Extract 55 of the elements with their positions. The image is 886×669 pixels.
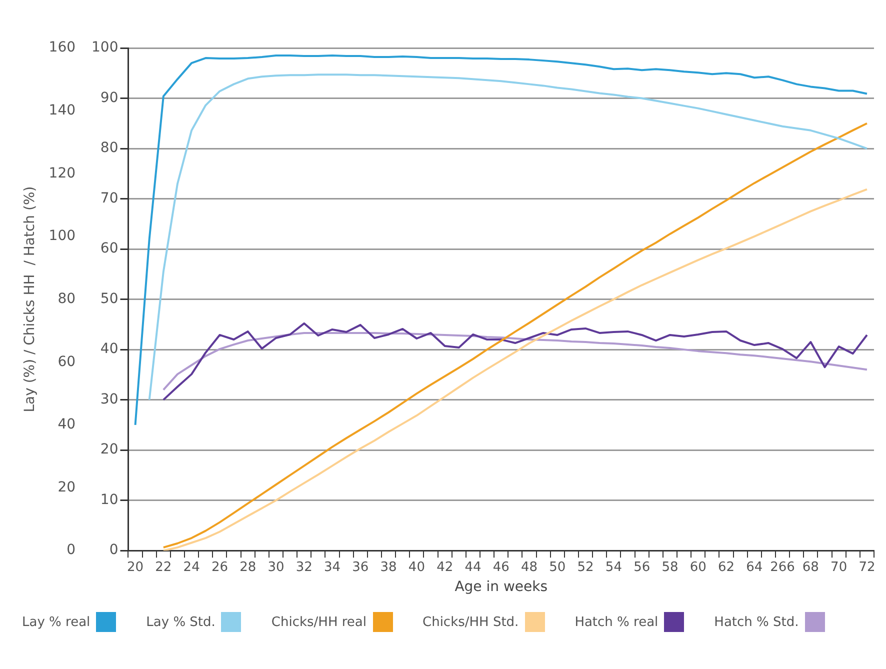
x-tick-label: 58 (662, 560, 678, 575)
x-tick-label: 54 (605, 560, 622, 575)
y2-tick-label: 60 (58, 354, 76, 370)
x-tick-label: 68 (802, 560, 819, 575)
y-tick-label: 50 (100, 290, 118, 307)
x-tick-label: 28 (240, 560, 256, 575)
legend-label: Lay % Std. (146, 614, 216, 630)
x-tick-label: 36 (352, 560, 369, 575)
x-tick-label: 72 (858, 560, 876, 575)
x-tick-label: 56 (634, 560, 650, 575)
x-tick-label: 48 (520, 560, 538, 575)
x-tick-label: 22 (155, 560, 172, 575)
y2-tick-label: 160 (48, 40, 76, 56)
x-tick-label: 42 (436, 560, 454, 575)
y2-tick-label: 80 (58, 290, 76, 307)
y2-tick-label: 120 (48, 165, 76, 182)
y-tick-label: 60 (100, 240, 118, 257)
x-tick-label: 70 (830, 560, 848, 575)
y-tick-label: 90 (100, 90, 118, 106)
legend-label: Chicks/HH real (271, 614, 366, 630)
y-tick-label: 80 (100, 140, 118, 156)
x-tick-label: 20 (127, 560, 144, 575)
x-tick-label: 40 (408, 560, 425, 575)
y2-tick-label: 0 (66, 542, 76, 558)
x-tick-label: 38 (380, 560, 397, 575)
y-tick-label: 70 (100, 190, 118, 206)
y-tick-label: 0 (109, 542, 118, 558)
y2-tick-label: 100 (48, 228, 76, 244)
x-tick-label: 52 (577, 560, 594, 575)
legend-label: Hatch % real (574, 614, 658, 630)
x-tick-label: 46 (492, 560, 510, 575)
x-tick-label: 30 (268, 560, 284, 575)
y2-tick-label: 140 (48, 102, 76, 118)
x-tick-label: 50 (549, 560, 566, 575)
y-tick-label: 100 (92, 40, 118, 56)
y2-tick-label: 40 (58, 416, 76, 433)
x-tick-label: 266 (770, 560, 795, 575)
x-axis-title: Age in weeks (454, 579, 548, 596)
y-tick-label: 30 (100, 391, 118, 408)
legend-label: Lay % real (22, 614, 90, 630)
x-tick-label: 24 (183, 560, 200, 575)
x-tick-label: 64 (746, 560, 763, 575)
x-tick-label: 44 (464, 560, 482, 575)
y-tick-label: 40 (100, 341, 118, 358)
x-tick-label: 62 (718, 560, 735, 575)
legend-label: Hatch % Std. (714, 614, 799, 630)
x-tick-label: 34 (324, 560, 341, 575)
x-tick-label: 32 (296, 560, 312, 575)
y2-axis-title: Lay (%) / Chicks HH / Hatch (%) (22, 186, 38, 412)
legend-label: Chicks/HH Std. (422, 614, 519, 630)
x-tick-label: 26 (211, 560, 228, 575)
y2-tick-label: 20 (58, 479, 76, 496)
y-tick-label: 10 (100, 492, 118, 508)
y-tick-label: 20 (100, 442, 118, 458)
x-tick-label: 60 (690, 560, 706, 575)
